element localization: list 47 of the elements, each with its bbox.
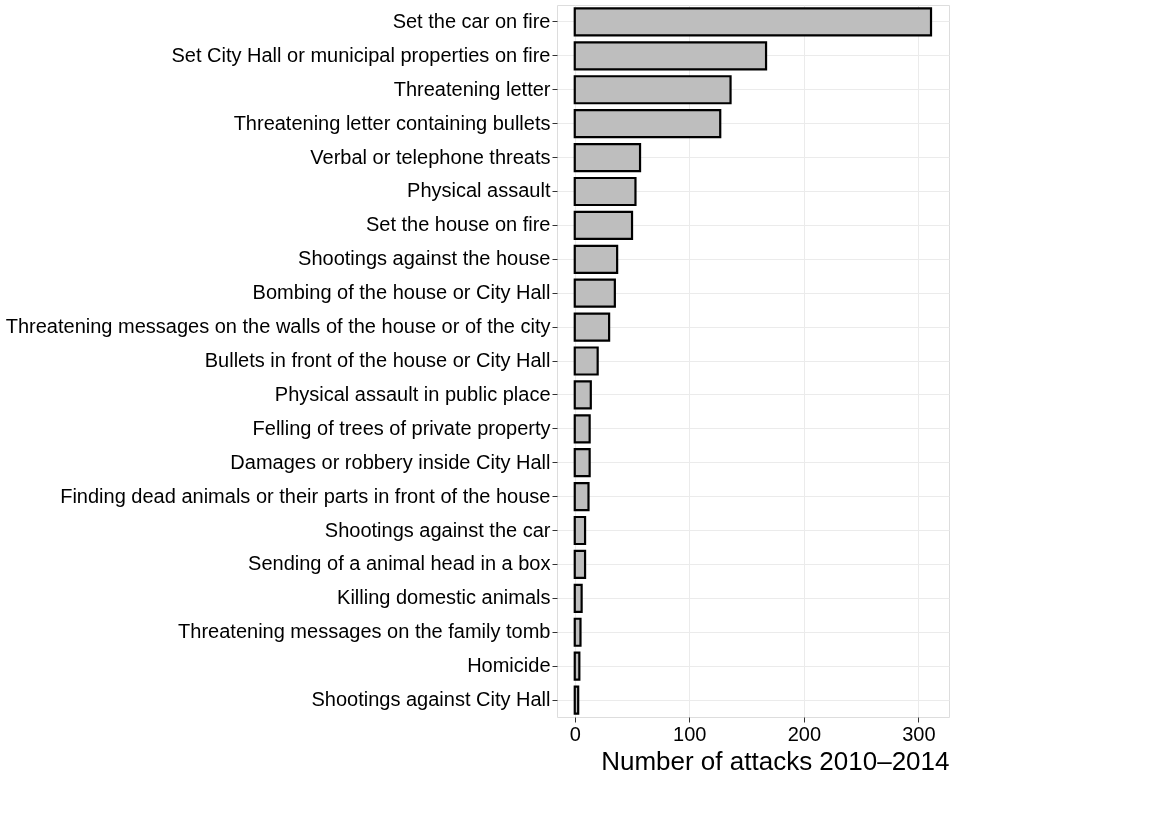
y-tick-label: Shootings against the car: [324, 518, 551, 541]
y-tick-label: Damages or robbery inside City Hall: [230, 450, 551, 473]
y-tick-label: Homicide: [467, 654, 551, 677]
y-tick-label: Bullets in front of the house or City Hall: [204, 349, 551, 371]
x-tick-label: 0: [569, 722, 581, 745]
y-tick-label: Sending of a animal head in a box: [248, 552, 551, 575]
bar: [573, 414, 591, 444]
bar: [573, 549, 587, 580]
bar: [573, 41, 768, 71]
y-tick-label: Felling of trees of private property: [252, 416, 551, 439]
y-tick-label: Set City Hall or municipal properties on fire: [171, 43, 551, 66]
y-tick-label: Shootings against the house: [298, 247, 551, 270]
bar: [573, 482, 590, 512]
y-tick-label: Physical assault in public place: [274, 382, 551, 405]
bar: [573, 75, 732, 105]
bar: [573, 176, 637, 207]
y-tick-label: Finding dead animals or their parts in front of the house: [60, 484, 551, 507]
y-tick-label: Verbal or telephone threats: [310, 145, 551, 168]
y-tick-label: Shootings against City Hall: [311, 688, 551, 711]
bar: [573, 312, 611, 342]
bar: [573, 210, 634, 240]
y-tick-label: Threatening messages on the walls of the house or of the city: [5, 315, 551, 338]
y-tick-label: Threatening messages on the family tomb: [178, 620, 551, 643]
x-tick-label: 300: [902, 722, 936, 745]
bar: [573, 685, 580, 715]
bar: [573, 583, 583, 613]
y-tick-label: Threatening letter: [393, 77, 551, 100]
y-tick-label: Physical assault: [407, 179, 551, 202]
y-tick-label: Set the house on fire: [365, 213, 551, 236]
y-tick-label: Bombing of the house or City Hall: [252, 281, 551, 304]
y-tick-label: Set the car on fire: [392, 9, 551, 32]
x-tick-label: 200: [787, 722, 822, 745]
bar: [573, 142, 642, 173]
bar: [573, 7, 933, 37]
bar: [573, 448, 591, 478]
bar: [573, 278, 616, 308]
bar: [573, 651, 581, 681]
y-tick-label: Threatening letter containing bullets: [233, 111, 551, 134]
bar: [573, 346, 599, 376]
bar: [573, 244, 619, 274]
x-tick-label: 100: [673, 722, 707, 745]
bar: [573, 617, 582, 647]
bar: [573, 515, 587, 546]
y-tick-label: Killing domestic animals: [337, 586, 551, 609]
bar: [573, 109, 722, 139]
x-axis-title: Number of attacks 2010–2014: [601, 745, 950, 776]
bar: [573, 380, 592, 410]
